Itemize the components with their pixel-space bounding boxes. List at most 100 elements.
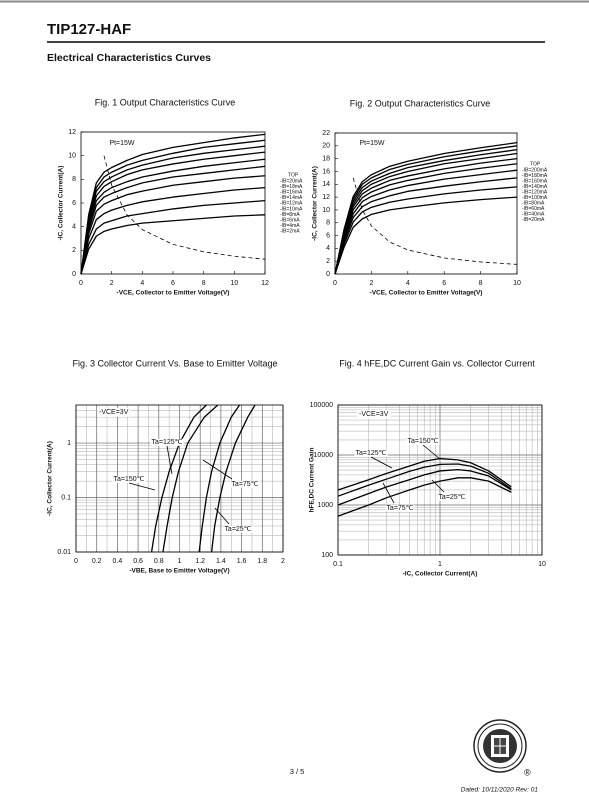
curve: [150, 404, 207, 553]
legend-entry: -IB=180mA: [522, 173, 548, 179]
legend-entry: -IB=80mA: [522, 200, 545, 206]
annotation: Pt=15W: [109, 140, 134, 147]
x-tick-label: 1.2: [195, 558, 205, 565]
x-tick-label: 6: [442, 280, 446, 287]
figure-title: Fig. 3 Collector Current Vs. Base to Emi…: [72, 358, 277, 368]
date-rev: Dated: 10/11/2020 Rev: 01: [461, 787, 539, 794]
curve: [198, 404, 241, 553]
curve: [334, 152, 518, 275]
annotation: Ta=125℃: [355, 450, 386, 457]
x-tick-label: 0.2: [92, 558, 102, 565]
x-axis-label: -VCE, Collector to Emitter Voltage(V): [117, 290, 230, 297]
y-axis-label: -IC, Collector Current(A): [58, 166, 65, 241]
annotation-bg: [437, 493, 467, 501]
annotation-bg: [112, 475, 146, 483]
annotation-box: [357, 409, 391, 419]
annotation-arrow: [214, 507, 230, 525]
annotation-arrow: [422, 444, 441, 460]
curve: [80, 133, 266, 275]
y-tick-label: 1: [67, 440, 71, 447]
x-tick-label: 0.8: [154, 558, 164, 565]
x-tick-label: 0: [74, 558, 78, 565]
legend-entry: -IB=4mA: [280, 223, 300, 229]
x-tick-label: 0: [79, 280, 83, 287]
y-tick-label: 1000: [317, 502, 333, 509]
curve: [103, 155, 266, 260]
curve: [80, 139, 266, 275]
legend-title: TOP: [530, 161, 541, 167]
curve: [334, 157, 518, 275]
x-tick-label: 1.6: [237, 558, 247, 565]
y-axis-label: -IC, Collector Current(A): [47, 441, 54, 516]
figure-title: Fig. 1 Output Characteristics Curve: [95, 97, 236, 107]
legend-entry: -IB=14mA: [280, 195, 303, 201]
figure-title: Fig. 2 Output Characteristics Curve: [350, 98, 491, 108]
x-tick-label: 8: [202, 280, 206, 287]
x-tick-label: 4: [406, 280, 410, 287]
x-tick-label: 1.4: [216, 558, 226, 565]
plot-frame: [80, 131, 266, 275]
page-number: 3 / 5: [290, 767, 305, 776]
curve: [162, 404, 219, 553]
curve: [334, 169, 518, 275]
x-tick-label: 12: [261, 280, 269, 287]
y-tick-label: 20: [322, 143, 330, 150]
curve: [334, 196, 518, 275]
legend-title: TOP: [288, 172, 299, 178]
doc-title: TIP127-HAF: [47, 21, 131, 38]
annotation-arrow: [370, 456, 393, 469]
x-tick-label: 1: [438, 561, 442, 568]
annotation-arrow: [128, 482, 156, 491]
y-tick-label: 6: [72, 200, 76, 207]
y-axis-label: hFE,DC Current Gain: [309, 447, 316, 512]
annotation-bg: [108, 139, 136, 147]
curve: [80, 165, 266, 275]
curve: [80, 199, 266, 275]
annotation: Ta=25℃: [224, 526, 251, 533]
y-tick-label: 4: [326, 245, 330, 252]
x-tick-label: 10: [513, 280, 521, 287]
curve: [337, 463, 512, 497]
y-tick-label: 14: [322, 181, 330, 188]
y-tick-label: 18: [322, 155, 330, 162]
curve: [337, 477, 512, 517]
logo: [473, 719, 527, 773]
x-tick-label: 2: [369, 280, 373, 287]
y-tick-label: 2: [72, 247, 76, 254]
x-tick-label: 2: [281, 558, 285, 565]
annotation: Pt=15W: [359, 140, 384, 147]
x-tick-label: 0.6: [133, 558, 143, 565]
legend-entry: -IB=10mA: [280, 206, 303, 212]
annotation-bg: [150, 438, 184, 446]
legend-entry: -IB=16mA: [280, 190, 303, 196]
annotation-bg: [223, 525, 253, 533]
curve: [334, 145, 518, 275]
curve: [334, 186, 518, 275]
x-axis-label: -VBE, Base to Emitter Voltage(V): [129, 568, 229, 575]
legend-entry: -IB=140mA: [522, 184, 548, 190]
y-tick-label: 10: [68, 153, 76, 160]
x-tick-label: 4: [140, 280, 144, 287]
x-tick-label: 0.1: [333, 561, 343, 568]
y-tick-label: 8: [72, 176, 76, 183]
legend-entry: -IB=2mA: [280, 229, 300, 235]
annotation-arrow: [202, 459, 233, 480]
y-tick-label: 10: [322, 207, 330, 214]
x-tick-label: 6: [171, 280, 175, 287]
plot-frame: [337, 404, 543, 556]
curve: [80, 158, 266, 275]
plot-frame: [75, 404, 284, 553]
y-tick-label: 8: [326, 220, 330, 227]
annotation-bg: [406, 437, 440, 445]
curve: [337, 457, 512, 491]
y-tick-label: 100000: [310, 402, 333, 409]
y-tick-label: 6: [326, 232, 330, 239]
y-tick-label: 0: [326, 271, 330, 278]
legend-entry: -IB=12mA: [280, 201, 303, 207]
x-tick-label: 8: [479, 280, 483, 287]
legend-entry: -IB=60mA: [522, 206, 545, 212]
y-tick-label: 4: [72, 224, 76, 231]
x-tick-label: 10: [230, 280, 238, 287]
y-tick-label: 10000: [314, 452, 334, 459]
